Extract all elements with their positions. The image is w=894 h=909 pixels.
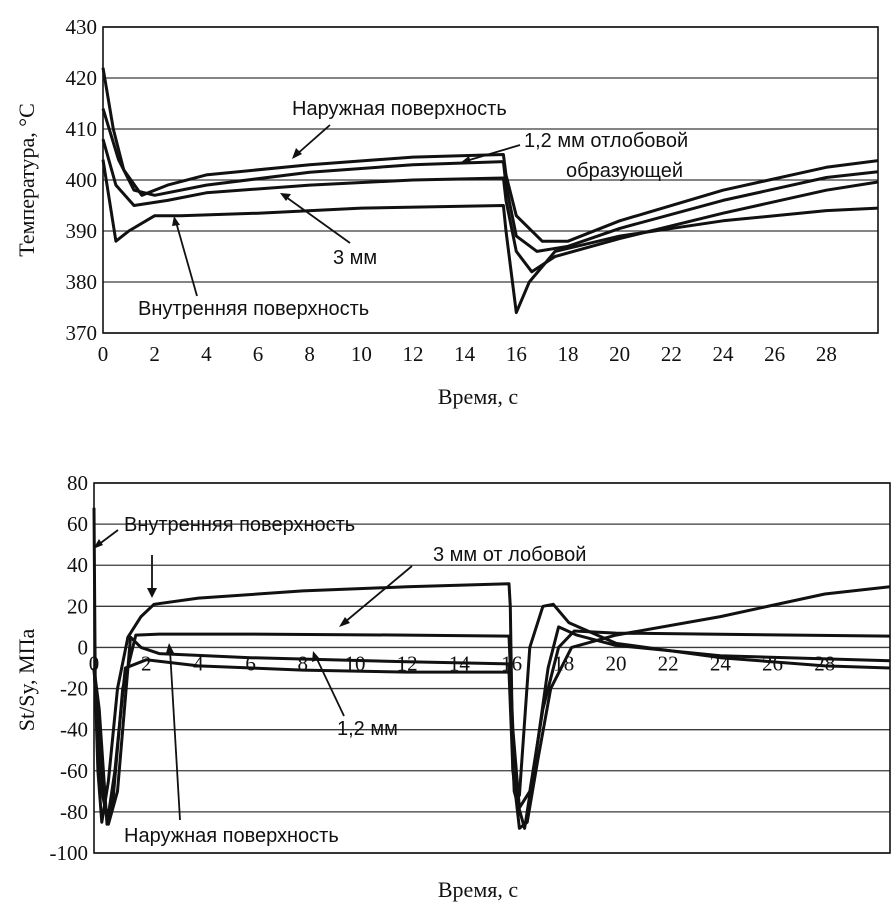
- y-tick-label-2: 390: [66, 219, 98, 243]
- series-line-1: [101, 108, 879, 253]
- temperature-x-ticks: 0 2 4 6 8 10 12 14 16 18 20 22 24 26 28: [98, 342, 837, 366]
- annotation-outer-surface-stress: Наружная поверхность: [124, 825, 339, 847]
- arrow-inner-surface-left: [97, 529, 119, 546]
- stress-y-axis-label: St/Sy, МПа: [14, 629, 39, 732]
- series-line-0: [92, 507, 891, 830]
- stress-plot-frame: [93, 482, 891, 854]
- annotation-1-2mm-stress: 1,2 мм: [337, 718, 398, 740]
- x-tick-label-9: 18: [558, 342, 579, 366]
- y-tick-label-5: 0: [78, 635, 89, 659]
- y-tick-label-4: -20: [60, 677, 88, 701]
- x-tick-label-4: 8: [304, 342, 315, 366]
- x-tick-label-4: 8: [298, 651, 309, 675]
- x-tick-label-6: 12: [397, 651, 418, 675]
- x-tick-label-13: 26: [764, 342, 785, 366]
- x-tick-label-12: 24: [713, 342, 735, 366]
- x-tick-label-14: 28: [814, 651, 835, 675]
- y-tick-label-1: 380: [66, 270, 98, 294]
- arrow-1-2mm-stress: [315, 656, 345, 717]
- arrow-1-2mm: [465, 144, 521, 162]
- temperature-plot-frame: [102, 26, 879, 334]
- annotation-outer-surface: Наружная поверхность: [292, 98, 507, 120]
- annotation-1-2mm-line1: 1,2 мм отлобовой: [524, 130, 688, 152]
- y-tick-label-4: 410: [66, 117, 98, 141]
- stress-annotation-arrows: [93, 529, 413, 821]
- x-tick-label-1: 2: [141, 651, 152, 675]
- annotation-3mm-stress: 3 мм от лобовой: [433, 544, 586, 566]
- stress-chart: 0 2 4 6 8 10 12 14 16 18 20 22 24 26 28 -100-80-60-40-…: [14, 471, 891, 902]
- y-tick-label-3: 400: [66, 168, 98, 192]
- x-tick-label-7: 14: [454, 342, 476, 366]
- x-tick-label-3: 6: [245, 651, 256, 675]
- temperature-y-ticks: 370 380 390 400 410 420 430: [66, 15, 98, 345]
- x-tick-label-6: 12: [403, 342, 424, 366]
- arrow-inner-surface: [175, 221, 198, 297]
- series-line-3: [101, 159, 879, 315]
- y-tick-label-3: -40: [60, 718, 88, 742]
- x-tick-label-10: 20: [609, 342, 630, 366]
- series-line-2: [92, 625, 891, 830]
- x-tick-label-2: 4: [193, 651, 204, 675]
- y-tick-label-0: -100: [50, 841, 89, 865]
- y-tick-label-1: -80: [60, 800, 88, 824]
- series-line-0: [101, 67, 879, 243]
- temperature-x-axis-label: Время, с: [438, 384, 518, 409]
- y-tick-label-5: 420: [66, 66, 98, 90]
- series-line-2: [101, 138, 879, 274]
- temperature-series: [101, 67, 879, 315]
- x-tick-label-5: 10: [351, 342, 372, 366]
- arrow-3mm-stress: [344, 565, 413, 623]
- y-tick-label-2: -60: [60, 759, 88, 783]
- annotation-inner-surface: Внутренняя поверхность: [138, 298, 369, 320]
- annotation-3mm: 3 мм: [333, 247, 377, 269]
- stress-x-axis-label: Время, с: [438, 877, 518, 902]
- x-tick-label-11: 22: [661, 342, 682, 366]
- x-tick-label-0: 0: [98, 342, 109, 366]
- x-tick-label-11: 22: [658, 651, 679, 675]
- temperature-annotation-arrows: [172, 124, 521, 297]
- x-tick-label-2: 4: [201, 342, 212, 366]
- x-tick-label-5: 10: [344, 651, 365, 675]
- y-tick-label-6: 20: [67, 594, 88, 618]
- x-tick-label-10: 20: [605, 651, 626, 675]
- temperature-grid: [103, 26, 878, 334]
- x-tick-label-14: 28: [816, 342, 837, 366]
- x-tick-label-1: 2: [149, 342, 160, 366]
- stress-series: [92, 507, 891, 830]
- stress-y-ticks: -100 -80 -60 -40 -20 0 20 40 60 80: [50, 471, 89, 865]
- arrow-outer-surface-stress: [169, 649, 181, 821]
- series-line-3: [92, 602, 891, 826]
- temperature-chart: 0 2 4 6 8 10 12 14 16 18 20 22 24 26 28 37038039040041…: [14, 15, 879, 409]
- annotation-inner-surface-stress: Внутренняя поверхность: [124, 514, 355, 536]
- stress-x-ticks: 0 2 4 6 8 10 12 14 16 18 20 22 24 26 28: [89, 651, 836, 675]
- arrow-outer-surface: [295, 124, 331, 156]
- x-tick-label-8: 16: [506, 342, 527, 366]
- y-tick-label-9: 80: [67, 471, 88, 495]
- annotation-1-2mm-line2: образующей: [566, 160, 683, 182]
- x-tick-label-3: 6: [253, 342, 264, 366]
- temperature-y-axis-label: Температура, °С: [14, 103, 39, 257]
- y-tick-label-7: 40: [67, 553, 88, 577]
- y-tick-label-0: 370: [66, 321, 98, 345]
- y-tick-label-6: 430: [66, 15, 98, 39]
- arrow-3mm: [285, 196, 351, 244]
- y-tick-label-8: 60: [67, 512, 88, 536]
